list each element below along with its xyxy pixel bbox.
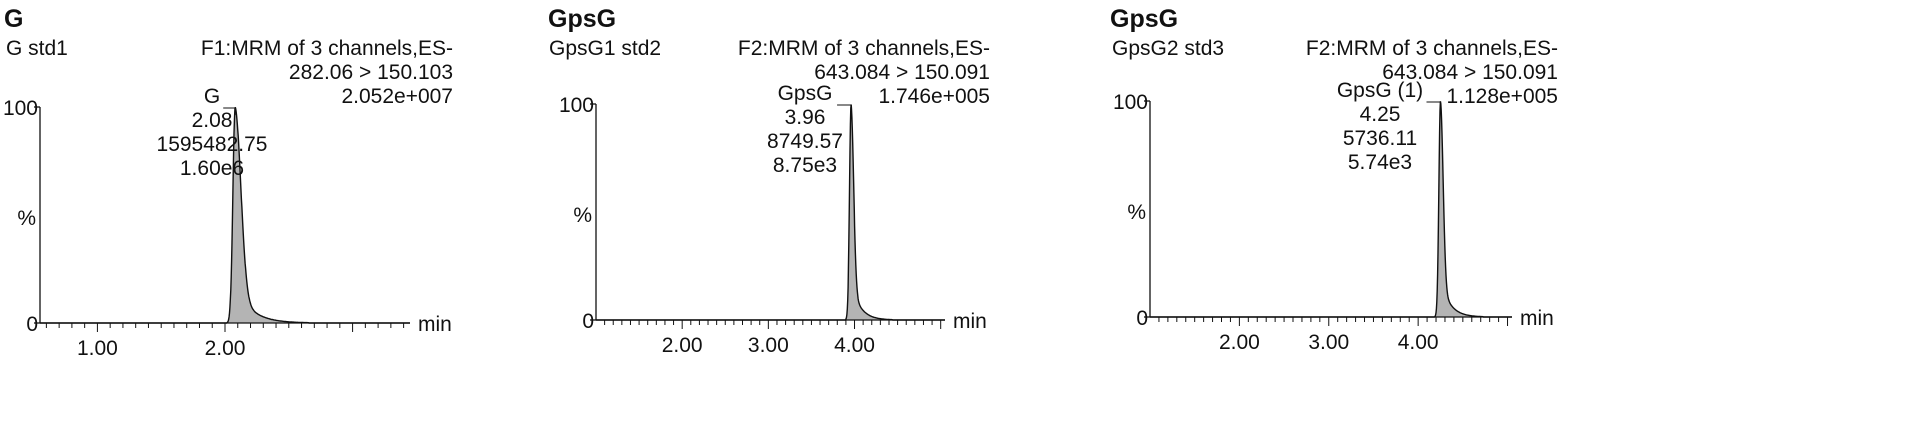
peak-label-3: 8749.57 (767, 130, 843, 153)
peak-label-2: 3.96 (785, 106, 826, 129)
peak-area (1150, 101, 1512, 317)
y-tick-label-0: 0 (26, 313, 38, 336)
x-axis-label: min (953, 310, 987, 333)
x-tick-label: 3.00 (1308, 331, 1349, 354)
x-tick-label: 4.00 (834, 334, 875, 357)
x-axis-label: min (418, 313, 452, 336)
x-tick-label: 2.00 (1219, 331, 1260, 354)
peak-marker (1426, 101, 1441, 109)
chromatogram-trace (1150, 101, 1512, 318)
y-tick-label-100: 100 (3, 97, 38, 120)
x-axis-label: min (1520, 307, 1554, 330)
y-axis-label: % (17, 207, 36, 230)
peak-label-2: 4.25 (1360, 103, 1401, 126)
y-tick-label-100: 100 (1113, 91, 1148, 114)
mrm-transition: 643.084 > 150.091 (1382, 61, 1558, 84)
x-tick-label: 2.00 (205, 337, 246, 360)
peak-marker (223, 107, 236, 115)
peak-label-4: 8.75e3 (773, 154, 837, 177)
peak-label-3: 1595482.75 (157, 133, 268, 156)
chart-title: G (4, 5, 23, 33)
chart-title: GpsG (1110, 5, 1178, 33)
y-tick-label-0: 0 (1136, 307, 1148, 330)
function-label: F2:MRM of 3 channels,ES- (738, 37, 990, 60)
x-tick-label: 1.00 (77, 337, 118, 360)
peak-label-4: 1.60e6 (180, 157, 244, 180)
function-label: F1:MRM of 3 channels,ES- (201, 37, 453, 60)
peak-marker (837, 104, 852, 112)
peak-label-2: 2.08 (192, 109, 233, 132)
x-tick-label: 2.00 (662, 334, 703, 357)
sample-name: GpsG1 std2 (549, 37, 661, 60)
peak-label-1: GpsG (1) (1337, 79, 1423, 102)
chromatogram-panel-1: G G std1 F1:MRM of 3 channels,ES-282.06 > … (3, 5, 453, 360)
peak-label-4: 5.74e3 (1348, 151, 1412, 174)
mrm-transition: 643.084 > 150.091 (814, 61, 990, 84)
sample-name: G std1 (6, 37, 68, 60)
max-intensity: 1.128e+005 (1446, 85, 1558, 108)
y-axis-label: % (573, 204, 592, 227)
x-tick-label: 3.00 (748, 334, 789, 357)
peak-label-1: GpsG (778, 82, 833, 105)
peak-label-3: 5736.11 (1343, 127, 1417, 150)
chromatogram-panel-3: GpsG GpsG2 std3 F2:MRM of 3 channels,ES-64… (1110, 5, 1558, 354)
max-intensity: 2.052e+007 (341, 85, 453, 108)
x-tick-label: 4.00 (1398, 331, 1439, 354)
function-label: F2:MRM of 3 channels,ES- (1306, 37, 1558, 60)
y-axis-label: % (1127, 201, 1146, 224)
peak-label-1: G (204, 85, 220, 108)
max-intensity: 1.746e+005 (878, 85, 990, 108)
y-tick-label-0: 0 (582, 310, 594, 333)
sample-name: GpsG2 std3 (1112, 37, 1224, 60)
chromatogram-panel-2: GpsG GpsG1 std2 F2:MRM of 3 channels,ES-64… (548, 5, 990, 357)
y-tick-label-100: 100 (559, 94, 594, 117)
chart-title: GpsG (548, 5, 616, 33)
mrm-transition: 282.06 > 150.103 (289, 61, 453, 84)
